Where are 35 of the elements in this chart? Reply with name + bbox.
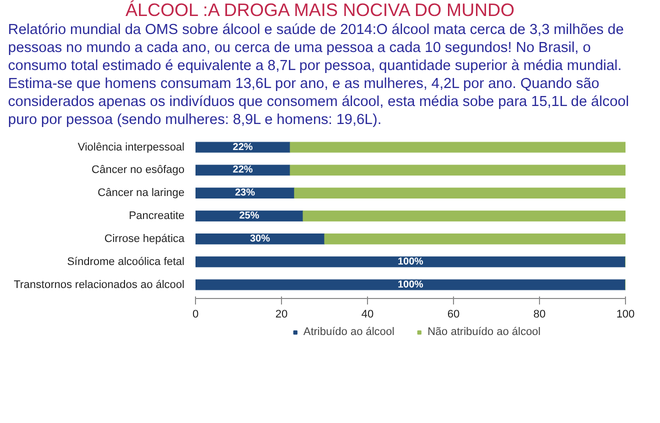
x-tick-label: 100 xyxy=(616,308,635,321)
data-label: 100% xyxy=(398,256,424,268)
x-tick-label: 0 xyxy=(192,308,199,321)
x-tick-label: 60 xyxy=(447,308,460,321)
bar xyxy=(294,188,626,199)
bar xyxy=(324,234,626,245)
bar xyxy=(196,256,626,268)
y-tick-label: Transtornos relacionados ao álcool xyxy=(14,279,185,292)
data-label: 22% xyxy=(232,164,253,176)
chart-title: ÁLCOOL :A DROGA MAIS NOCIVA DO MUNDO xyxy=(124,0,516,20)
bar xyxy=(196,188,295,199)
y-tick-label: Síndrome alcoólica fetal xyxy=(67,256,185,268)
bar xyxy=(196,280,626,290)
y-tick-label: Pancreatite xyxy=(128,210,185,222)
bar xyxy=(290,142,626,153)
data-label: 30% xyxy=(250,234,270,245)
data-label: 25% xyxy=(239,210,260,222)
x-tick-label: 80 xyxy=(533,308,546,321)
bar xyxy=(196,234,325,245)
data-label: 22% xyxy=(232,142,253,154)
y-tick-label: Câncer na laringe xyxy=(98,187,185,200)
legend-label: Atribuído ao álcool xyxy=(303,326,394,338)
bar xyxy=(290,165,626,176)
bar xyxy=(302,210,626,222)
x-tick-label: 40 xyxy=(361,308,374,321)
bar xyxy=(196,165,290,176)
bar xyxy=(196,210,304,222)
y-tick-label: Câncer no esôfago xyxy=(92,164,184,176)
y-tick-label: Cirrose hepática xyxy=(104,233,186,246)
data-label: 100% xyxy=(398,280,424,291)
x-tick-label: 20 xyxy=(275,308,288,321)
data-label: 23% xyxy=(234,188,256,199)
chart-subtitle: Relatório mundial da OMS sobre álcool e saúde de 2014:O álcool mata cerca de 3,3 milhões de pessoas no mundo a cada ano, ou cerca de uma pessoa a cada 10 segundos! No Brasil, o consumo total estimado é equivalente a 8,7L por pessoa, quantidade superior à média mundial. Estima-se que homens consumam 13,6L por ano, e as mulheres, 4,2L por ano. Quando são considerados apenas os indivíduos que consomem álcool, esta média sobe para 15,1L de álcool puro por pessoa (sendo mulheres: 8,9L e homens: 19,6L). xyxy=(8,21,630,130)
y-tick-label: Violência interpessoal xyxy=(78,142,185,154)
legend-label: Não atribuído ao álcool xyxy=(427,326,541,338)
